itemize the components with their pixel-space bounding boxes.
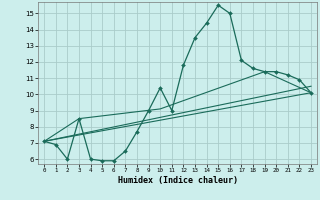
- X-axis label: Humidex (Indice chaleur): Humidex (Indice chaleur): [118, 176, 238, 185]
